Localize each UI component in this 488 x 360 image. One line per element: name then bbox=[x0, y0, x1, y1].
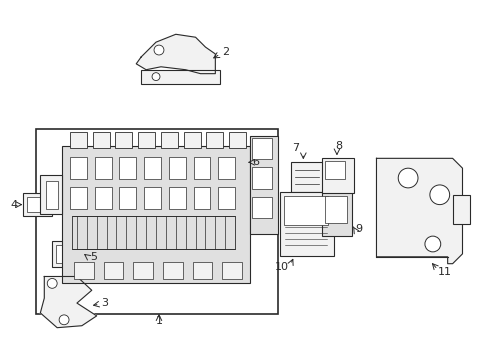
Bar bbox=[22, 193, 52, 216]
Bar bbox=[325, 161, 344, 179]
Bar bbox=[72, 216, 235, 249]
Bar bbox=[168, 187, 185, 208]
Circle shape bbox=[154, 45, 163, 55]
Bar bbox=[144, 157, 161, 179]
Text: 4: 4 bbox=[11, 199, 18, 210]
Circle shape bbox=[59, 315, 69, 325]
Bar bbox=[119, 187, 136, 208]
Bar bbox=[279, 192, 333, 256]
Bar bbox=[229, 132, 245, 148]
Bar bbox=[251, 167, 271, 189]
Bar bbox=[95, 157, 111, 179]
Bar bbox=[141, 70, 220, 84]
Bar bbox=[322, 158, 353, 193]
Bar bbox=[41, 175, 62, 215]
Bar bbox=[62, 145, 249, 283]
Bar bbox=[52, 241, 87, 267]
Bar bbox=[119, 157, 136, 179]
Bar bbox=[115, 132, 132, 148]
Circle shape bbox=[429, 185, 449, 204]
Bar bbox=[70, 132, 87, 148]
Bar bbox=[93, 132, 109, 148]
Circle shape bbox=[424, 236, 440, 252]
Bar bbox=[133, 262, 153, 279]
Bar bbox=[193, 157, 210, 179]
Bar bbox=[251, 197, 271, 219]
Bar bbox=[192, 262, 212, 279]
Polygon shape bbox=[136, 34, 215, 74]
Bar bbox=[183, 132, 200, 148]
Bar bbox=[283, 196, 327, 225]
Bar bbox=[251, 138, 271, 159]
Text: 10: 10 bbox=[274, 262, 288, 272]
Bar bbox=[291, 162, 323, 192]
Bar bbox=[218, 187, 235, 208]
Bar bbox=[103, 262, 123, 279]
Bar bbox=[218, 157, 235, 179]
Circle shape bbox=[397, 168, 417, 188]
Text: 1: 1 bbox=[155, 316, 162, 326]
Bar bbox=[206, 132, 223, 148]
Bar bbox=[56, 245, 81, 263]
Bar bbox=[249, 136, 277, 234]
Text: 6: 6 bbox=[251, 157, 258, 167]
Bar bbox=[161, 132, 178, 148]
Bar bbox=[218, 150, 247, 182]
Bar bbox=[70, 187, 87, 208]
Text: 2: 2 bbox=[222, 47, 229, 57]
Bar bbox=[95, 187, 111, 208]
Bar bbox=[193, 187, 210, 208]
Bar bbox=[325, 196, 346, 223]
Bar bbox=[168, 157, 185, 179]
Bar bbox=[221, 153, 237, 167]
Bar bbox=[138, 132, 155, 148]
Bar bbox=[319, 215, 328, 232]
Bar bbox=[322, 192, 351, 236]
Text: 9: 9 bbox=[355, 224, 362, 234]
Bar bbox=[36, 129, 277, 314]
Text: 8: 8 bbox=[335, 140, 342, 150]
Bar bbox=[74, 262, 94, 279]
Bar bbox=[144, 187, 161, 208]
Circle shape bbox=[47, 278, 57, 288]
Polygon shape bbox=[41, 276, 97, 328]
Bar bbox=[222, 262, 242, 279]
Text: 11: 11 bbox=[437, 266, 451, 276]
Circle shape bbox=[152, 73, 160, 81]
Polygon shape bbox=[376, 158, 462, 264]
Bar bbox=[452, 195, 469, 224]
Bar bbox=[26, 197, 46, 212]
Text: 7: 7 bbox=[291, 144, 298, 153]
Bar bbox=[163, 262, 183, 279]
Text: 5: 5 bbox=[90, 252, 97, 262]
Text: 3: 3 bbox=[102, 298, 108, 308]
Bar bbox=[46, 181, 58, 208]
Bar bbox=[70, 157, 87, 179]
